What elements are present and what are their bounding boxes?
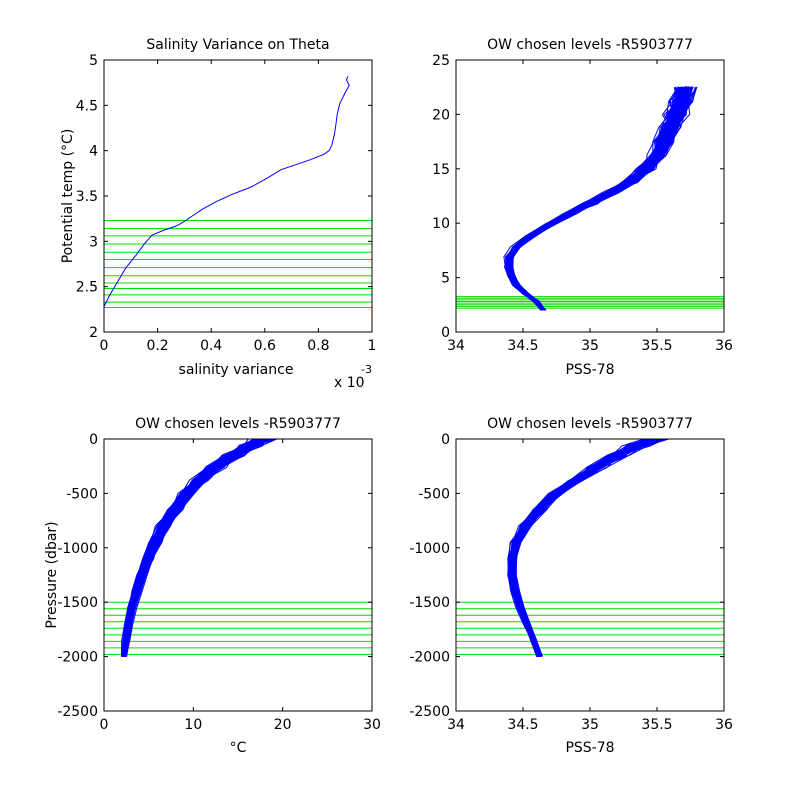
- y-tick-label: 4: [89, 144, 98, 160]
- profile-line: [125, 439, 270, 657]
- y-tick-label: 0: [441, 432, 450, 448]
- y-tick-label: 0: [441, 325, 450, 341]
- y-tick-label: 3: [89, 234, 98, 250]
- profile-line: [505, 86, 685, 311]
- profile-line: [125, 439, 275, 657]
- plot-area: [456, 439, 724, 657]
- x-axis-label: PSS-78: [565, 740, 614, 756]
- y-tick-label: 3.5: [76, 189, 98, 205]
- y-axis-label: Potential temp (°C): [60, 129, 76, 264]
- y-tick-label: -2500: [57, 704, 98, 720]
- y-tick-label: -500: [418, 486, 450, 502]
- x-tick-label: 30: [363, 717, 381, 733]
- panel-pressure-salinity: OW chosen levels -R5903777 PSS-78 34 34.5…: [409, 416, 733, 756]
- y-tick-label: -2000: [57, 650, 98, 666]
- x-tick-label: 0.4: [200, 338, 222, 354]
- y-tick-label: -1000: [57, 541, 98, 557]
- y-tick-label: 5: [441, 271, 450, 287]
- plot-area: [104, 439, 372, 657]
- x-tick-label: 36: [715, 338, 733, 354]
- panel-title: Salinity Variance on Theta: [146, 37, 329, 53]
- x-tick-label: 0.6: [254, 338, 276, 354]
- y-axis-label: Pressure (dbar): [44, 521, 60, 628]
- x-tick-label: 35: [581, 717, 599, 733]
- y-tick-label: 2.5: [76, 280, 98, 296]
- x-tick-label: 34: [447, 717, 465, 733]
- y-tick-label: -1500: [409, 595, 450, 611]
- panel-salinity-variance: Salinity Variance on Theta salinity vari…: [60, 37, 376, 391]
- y-tick-label: -1500: [57, 595, 98, 611]
- x-tick-label: 35: [581, 338, 599, 354]
- panel-pressure-temperature: OW chosen levels -R5903777 °C Pressure (…: [44, 416, 381, 756]
- y-tick-label: 20: [432, 107, 450, 123]
- x-tick-label: 20: [274, 717, 292, 733]
- y-tick-label: 2: [89, 325, 98, 341]
- x-axis-label: PSS-78: [565, 362, 614, 378]
- panel-title: OW chosen levels -R5903777: [487, 37, 693, 53]
- profile-line: [511, 439, 652, 657]
- x-multiplier-exponent: -3: [361, 363, 372, 376]
- plot-area: [456, 85, 724, 311]
- profile-line: [512, 439, 668, 657]
- x-axis-label: °C: [230, 740, 247, 756]
- panel-theta-salinity: OW chosen levels -R5903777 PSS-78 34 34.5…: [432, 37, 733, 378]
- profile-line: [124, 439, 267, 657]
- variance-line: [104, 76, 350, 307]
- x-tick-label: 0: [100, 717, 109, 733]
- x-tick-label: 0: [100, 338, 109, 354]
- x-tick-label: 34.5: [507, 717, 538, 733]
- y-tick-label: -2500: [409, 704, 450, 720]
- x-tick-label: 0.2: [146, 338, 168, 354]
- profile-line: [509, 87, 687, 311]
- x-tick-label: 35.5: [641, 338, 672, 354]
- x-tick-label: 36: [715, 717, 733, 733]
- y-tick-label: -1000: [409, 541, 450, 557]
- x-tick-label: 1: [368, 338, 377, 354]
- x-axis-label: salinity variance: [179, 362, 294, 378]
- x-tick-label: 0.8: [307, 338, 329, 354]
- y-tick-label: 10: [432, 216, 450, 232]
- y-tick-label: -2000: [409, 650, 450, 666]
- y-tick-label: 15: [432, 162, 450, 178]
- x-tick-label: 10: [184, 717, 202, 733]
- y-tick-label: 0: [89, 432, 98, 448]
- axes-frame: [103, 438, 373, 712]
- y-tick-label: 25: [432, 53, 450, 69]
- plot-area: [104, 76, 372, 309]
- x-tick-label: 34: [447, 338, 465, 354]
- x-tick-label: 34.5: [507, 338, 538, 354]
- y-tick-label: -500: [66, 486, 98, 502]
- x-tick-label: 35.5: [641, 717, 672, 733]
- panel-title: OW chosen levels -R5903777: [487, 416, 693, 432]
- panel-title: OW chosen levels -R5903777: [135, 416, 341, 432]
- x-multiplier-label: x 10: [334, 375, 365, 391]
- y-tick-label: 5: [89, 53, 98, 69]
- y-tick-label: 4.5: [76, 98, 98, 114]
